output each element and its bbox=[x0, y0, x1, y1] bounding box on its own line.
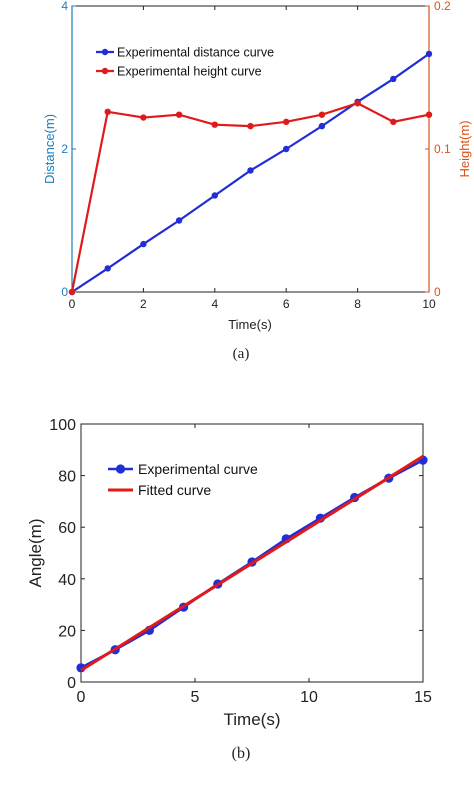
chart-b-x-axis-label: Time(s) bbox=[224, 710, 281, 729]
chart-b-x-ticks: 0 5 10 15 bbox=[77, 424, 432, 706]
chart-a-series-0-point bbox=[175, 217, 183, 224]
chart-a-series-1-point bbox=[247, 122, 254, 130]
chart-a-x-tick-label: 10 bbox=[422, 297, 436, 311]
chart-a-series-1-point bbox=[283, 118, 290, 126]
chart-a-series-0-point bbox=[425, 50, 433, 58]
chart-a-legend-label: Experimental height curve bbox=[117, 65, 262, 79]
chart-a-legend-marker bbox=[101, 67, 109, 75]
chart-a-series-1-point bbox=[390, 118, 397, 126]
chart-a-x-tick-label: 6 bbox=[283, 297, 290, 311]
chart-a-series-1-point bbox=[104, 108, 111, 116]
chart-b-y-tick-label: 60 bbox=[58, 520, 76, 537]
chart-a-left-tick-label: 0 bbox=[61, 285, 68, 299]
chart-a-left-axis-label: Distance(m) bbox=[42, 114, 57, 184]
chart-b-y-tick-label: 0 bbox=[67, 675, 76, 692]
chart-b-y-tick-label: 80 bbox=[58, 469, 76, 486]
chart-b-series-line-1 bbox=[80, 454, 424, 672]
chart-a-left-tick-label: 4 bbox=[61, 0, 68, 13]
chart-b-legend-label: Fitted curve bbox=[138, 482, 211, 498]
chart-a-legend-label: Experimental distance curve bbox=[117, 46, 274, 60]
chart-a-x-tick-label: 4 bbox=[211, 297, 218, 311]
chart-b-legend-marker bbox=[115, 464, 126, 474]
chart-a-series-1-point bbox=[354, 100, 361, 107]
chart-a-x-tick-label: 0 bbox=[69, 297, 76, 311]
chart-a-legend-marker bbox=[101, 48, 109, 56]
chart-a-series-0-point bbox=[283, 145, 290, 153]
chart-a-right-tick-label: 0 bbox=[434, 285, 441, 299]
chart-a-plot-area bbox=[71, 5, 430, 293]
chart-b-caption: (b) bbox=[232, 745, 251, 762]
chart-b-y-tick-label: 40 bbox=[58, 572, 76, 589]
chart-a-series-1-point bbox=[175, 111, 183, 118]
chart-a-series-1-point bbox=[211, 121, 218, 128]
chart-b-y-tick-label: 100 bbox=[49, 417, 76, 434]
chart-b-x-tick-label: 0 bbox=[77, 689, 86, 706]
chart-b-legend-label: Experimental curve bbox=[138, 461, 258, 477]
chart-a-series-0-point bbox=[211, 192, 218, 199]
chart-a-series-0-point bbox=[104, 265, 111, 272]
chart-b-y-ticks: 0 20 40 60 80 100 bbox=[49, 417, 423, 692]
chart-b-series bbox=[76, 454, 428, 673]
chart-a-legend: Experimental distance curve Experimental … bbox=[96, 46, 274, 79]
chart-a-right-axis-label: Height(m) bbox=[457, 120, 472, 177]
chart-a-series-0-point bbox=[247, 167, 254, 174]
chart-a-series-0-point bbox=[390, 75, 397, 83]
chart-a-x-axis-label: Time(s) bbox=[228, 317, 272, 332]
chart-b-x-tick-label: 5 bbox=[191, 689, 200, 706]
chart-a-series-0-point bbox=[140, 240, 147, 248]
chart-a-series-0-point bbox=[318, 122, 326, 130]
chart-a-right-ticks: 0 0.1 0.2 bbox=[425, 0, 451, 299]
chart-b-y-axis-label: Angle(m) bbox=[26, 519, 45, 588]
chart-a-series bbox=[68, 50, 433, 296]
chart-a-caption: (a) bbox=[233, 346, 250, 362]
chart-a-left-tick-label: 2 bbox=[61, 142, 68, 156]
chart-a-x-tick-label: 2 bbox=[140, 297, 147, 311]
chart-a: 0 2 4 6 8 10 0 2 4 0 0.1 0.2 Experimental distanc… bbox=[42, 0, 472, 362]
chart-b: 0 5 10 15 0 20 40 60 80 100 Experimental curve Fi… bbox=[26, 417, 432, 762]
chart-b-x-tick-label: 15 bbox=[414, 689, 432, 706]
chart-a-series-1-point bbox=[68, 288, 76, 296]
chart-a-right-tick-label: 0.2 bbox=[434, 0, 451, 13]
chart-b-plot-area bbox=[80, 423, 424, 683]
chart-a-x-tick-label: 8 bbox=[354, 297, 361, 311]
chart-b-x-tick-label: 10 bbox=[300, 689, 318, 706]
chart-b-y-tick-label: 20 bbox=[58, 623, 76, 640]
chart-a-series-1-point bbox=[140, 114, 147, 121]
chart-a-right-tick-label: 0.1 bbox=[434, 142, 451, 156]
chart-a-series-1-point bbox=[318, 111, 326, 118]
chart-b-legend: Experimental curve Fitted curve bbox=[108, 461, 258, 498]
chart-a-series-1-point bbox=[425, 111, 433, 118]
